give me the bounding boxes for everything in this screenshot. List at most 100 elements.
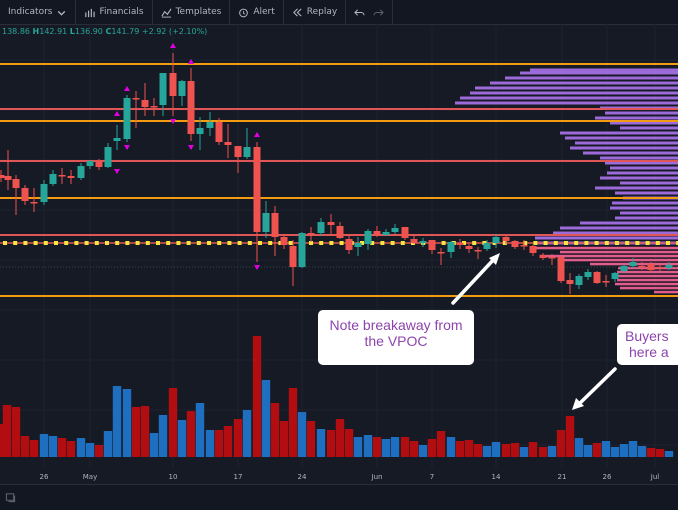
fractal-down-marker-icon — [170, 119, 176, 124]
volume-bar-down — [140, 406, 150, 457]
templates-button[interactable]: Templates — [153, 0, 231, 24]
vpoc-dot — [564, 241, 568, 245]
vpoc-dot — [329, 241, 334, 245]
candle-bearish — [520, 245, 528, 247]
vpoc-dot — [655, 241, 660, 245]
volume-bar-down — [344, 429, 354, 457]
volume-profile-bar — [610, 166, 678, 170]
candle-bullish — [262, 213, 270, 232]
candle-bearish — [502, 237, 510, 241]
volume-bar-down — [57, 438, 67, 457]
volume-bar-up — [297, 412, 307, 457]
fractal-up-marker-icon — [114, 111, 120, 116]
volume-profile-bar — [530, 68, 678, 72]
vpoc-dot — [125, 241, 130, 245]
candle-bullish — [492, 237, 500, 243]
candle-bullish — [159, 73, 167, 105]
candle-bearish — [12, 179, 20, 188]
vpoc-dot — [574, 241, 579, 245]
bottom-bar — [0, 484, 678, 510]
candle-bearish — [141, 100, 149, 107]
vpoc-dot — [370, 241, 375, 245]
vpoc-dot — [268, 241, 273, 245]
volume-bar-up — [195, 403, 205, 457]
candle-bearish — [271, 213, 279, 237]
volume-profile-bar — [617, 278, 678, 282]
vpoc-dot — [227, 241, 232, 245]
fractal-down-marker-icon — [114, 169, 120, 174]
volume-bar-down — [427, 439, 437, 457]
volume-bar-down — [214, 430, 224, 457]
volume-bar-down — [528, 442, 538, 457]
volume-profile-bar — [490, 81, 678, 85]
volume-profile-bar — [617, 270, 678, 274]
time-axis[interactable]: 26 May 10 17 24 Jun 7 14 21 26 Jul — [0, 468, 678, 484]
candle-bearish — [557, 257, 565, 281]
vpoc-dot — [258, 241, 262, 245]
ohlc-change: +2.92 (+2.10%) — [141, 27, 208, 36]
candle-bullish — [86, 161, 94, 166]
candle-bullish — [419, 241, 427, 243]
x-axis-tick-label: 26 — [602, 473, 612, 481]
vpoc-dot — [645, 241, 650, 245]
replay-layout-icon[interactable] — [5, 492, 16, 503]
annotation-note-vpoc[interactable]: Note breakaway from the VPOC — [318, 310, 474, 365]
candle-bearish — [345, 239, 353, 250]
price-chart[interactable] — [0, 24, 678, 468]
candle-bullish — [298, 233, 306, 267]
toolbar-label-alert: Alert — [253, 7, 275, 17]
volume-profile-bar — [520, 71, 678, 75]
volume-profile-bar — [570, 146, 678, 150]
candle-bullish — [178, 81, 186, 96]
volume-bar-up — [664, 451, 674, 457]
candle-bullish — [40, 184, 48, 202]
volume-bar-down — [306, 421, 316, 457]
financials-button[interactable]: Financials — [76, 0, 153, 24]
fractal-down-marker-icon — [188, 145, 194, 150]
volume-profile-bar — [553, 231, 678, 235]
candle-bearish — [401, 227, 409, 238]
vpoc-dot — [319, 241, 324, 245]
volume-bar-down — [233, 419, 243, 457]
annotation-line-2: the VPOC — [364, 333, 428, 349]
vpoc-dot — [176, 241, 181, 245]
vpoc-dot — [502, 241, 507, 245]
candle-bullish — [49, 174, 57, 184]
undo-icon[interactable] — [354, 7, 365, 18]
volume-bar-up — [446, 437, 456, 457]
vpoc-dot — [33, 241, 38, 245]
volume-bar-down — [279, 421, 289, 457]
alarm-clock-icon — [239, 8, 249, 17]
candle-bearish — [30, 202, 38, 204]
vpoc-dot — [74, 241, 79, 245]
volume-profile-bar — [575, 141, 678, 145]
toolbar-label-templates: Templates — [175, 7, 222, 17]
vpoc-dot — [207, 241, 211, 245]
annotation-note-buyers[interactable]: Buyers here a — [617, 324, 678, 365]
candle-bullish — [665, 265, 673, 268]
x-axis-tick-label: 26 — [39, 473, 49, 481]
volume-bar-up — [601, 441, 611, 457]
volume-bar-down — [510, 443, 520, 457]
volume-bar-up — [76, 438, 86, 457]
volume-profile-bar — [610, 206, 678, 210]
vpoc-dot — [584, 241, 589, 245]
candle-bearish — [437, 252, 445, 254]
x-axis-tick-label: 7 — [429, 473, 435, 481]
vpoc-dot — [339, 241, 344, 245]
replay-button[interactable]: Replay — [284, 0, 347, 24]
x-axis-tick-label: 17 — [233, 473, 243, 481]
volume-bar-up — [177, 420, 187, 457]
alert-button[interactable]: Alert — [230, 0, 284, 24]
vpoc-dot — [94, 241, 99, 245]
candle-bullish — [317, 222, 325, 233]
volume-bar-down — [252, 336, 262, 457]
volume-profile-bar — [615, 282, 678, 286]
redo-icon[interactable] — [373, 7, 385, 18]
candle-bearish — [647, 264, 655, 270]
candle-bearish — [566, 280, 574, 284]
indicators-button[interactable]: Indicators — [0, 0, 77, 24]
toolbar-label-financials: Financials — [99, 7, 144, 17]
annotation-line-1: Buyers — [625, 328, 669, 344]
volume-bar-up — [482, 446, 492, 457]
